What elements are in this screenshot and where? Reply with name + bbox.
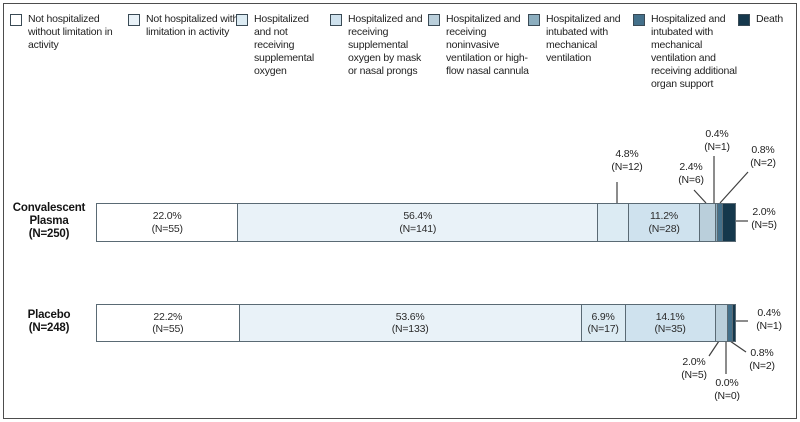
callout-label: 2.0% (N=5) — [732, 206, 796, 231]
bar-segment: 56.4% (N=141) — [237, 204, 598, 241]
callout-label: 0.8% (N=2) — [731, 144, 795, 169]
bar-segment — [714, 305, 728, 341]
legend-swatch-icon — [633, 14, 645, 26]
callout-count-label: (N=12) — [611, 160, 643, 173]
bar-segment — [714, 204, 718, 241]
callout-count-label: (N=1) — [756, 319, 782, 332]
legend-label: Hospitalized and intubated with mechanic… — [651, 13, 737, 90]
legend-label: Hospitalized and receiving supplemental … — [348, 13, 423, 77]
bar-segment: 11.2% (N=28) — [627, 204, 700, 241]
stacked-bar-plasma: 22.0% (N=55) 56.4% (N=141) 11.2% (N=28) — [96, 203, 736, 242]
callout-count-label: (N=2) — [750, 156, 776, 169]
legend-item-4: Hospitalized and receiving supplemental … — [330, 13, 432, 78]
legend-swatch-icon — [330, 14, 342, 26]
callout-label: 0.0% (N=0) — [695, 377, 759, 402]
legend-label: Not hospitalized with limitation in acti… — [146, 13, 239, 38]
callout-count-label: (N=5) — [681, 368, 707, 381]
legend-item-1: Not hospitalized without limitation in a… — [10, 13, 124, 52]
legend-swatch-icon — [236, 14, 248, 26]
segment-pct-label: 22.2% — [153, 310, 183, 323]
callout-label: 4.8% (N=12) — [595, 148, 659, 173]
legend-label: Not hospitalized without limitation in a… — [28, 13, 113, 51]
callout-pct-label: 0.8% — [750, 347, 774, 359]
callout-count-label: (N=0) — [714, 389, 740, 402]
bar-segment: 22.2% (N=55) — [97, 305, 239, 341]
bar-segment: 14.1% (N=35) — [624, 305, 715, 341]
segment-count-label: (N=55) — [152, 323, 184, 335]
legend-label: Hospitalized and not receiving supplemen… — [254, 13, 315, 77]
legend-label: Hospitalized and intubated with mechanic… — [546, 13, 621, 64]
legend-item-8: Death — [738, 13, 800, 26]
legend-item-2: Not hospitalized with limitation in acti… — [128, 13, 242, 39]
segment-pct-label: 14.1% — [655, 310, 685, 323]
callout-count-label: (N=5) — [751, 218, 777, 231]
segment-pct-label: 6.9% — [591, 310, 615, 323]
callout-label: 0.4% (N=1) — [685, 128, 749, 153]
bar-segment — [732, 305, 735, 341]
legend-swatch-icon — [528, 14, 540, 26]
segment-pct-label: 22.0% — [152, 210, 182, 222]
callout-pct-label: 2.0% — [752, 206, 776, 218]
callout-label: 0.8% (N=2) — [730, 347, 794, 372]
callout-label: 2.4% (N=6) — [659, 161, 723, 186]
stacked-bar-placebo: 22.2% (N=55) 53.6% (N=133) 6.9% (N=17) 14.1% (N… — [96, 304, 736, 342]
legend-swatch-icon — [428, 14, 440, 26]
callout-count-label: (N=6) — [678, 173, 704, 186]
callout-pct-label: 4.8% — [615, 148, 639, 160]
legend-swatch-icon — [738, 14, 750, 26]
figure-border — [3, 3, 797, 419]
segment-pct-label: 56.4% — [403, 210, 433, 222]
legend-label: Hospitalized and receiving noninvasive v… — [446, 13, 529, 77]
row-label-plasma: Convalescent Plasma (N=250) — [12, 202, 86, 240]
segment-count-label: (N=28) — [648, 222, 680, 235]
callout-label: 2.0% (N=5) — [662, 356, 726, 381]
bar-segment: 22.0% (N=55) — [97, 204, 238, 241]
segment-count-label: (N=35) — [654, 323, 686, 335]
callout-pct-label: 2.4% — [679, 161, 703, 173]
segment-count-label: (N=55) — [151, 222, 183, 235]
callout-pct-label: 0.0% — [715, 377, 739, 389]
segment-pct-label: 11.2% — [650, 210, 679, 222]
bar-segment — [727, 305, 733, 341]
callout-count-label: (N=1) — [704, 140, 730, 153]
bar-segment — [699, 204, 715, 241]
bar-segment: 6.9% (N=17) — [580, 305, 625, 341]
callout-label: 0.4% (N=1) — [737, 307, 800, 332]
legend-item-3: Hospitalized and not receiving supplemen… — [236, 13, 324, 78]
legend-label: Death — [756, 13, 784, 25]
legend-item-7: Hospitalized and intubated with mechanic… — [633, 13, 739, 91]
callout-count-label: (N=2) — [749, 359, 775, 372]
legend-item-5: Hospitalized and receiving noninvasive v… — [428, 13, 530, 78]
segment-count-label: (N=17) — [587, 323, 619, 335]
segment-pct-label: 53.6% — [395, 310, 425, 323]
legend-swatch-icon — [10, 14, 22, 26]
segment-count-label: (N=141) — [399, 222, 437, 235]
bar-segment — [722, 204, 735, 241]
legend-item-6: Hospitalized and intubated with mechanic… — [528, 13, 634, 65]
segment-count-label: (N=133) — [391, 323, 429, 335]
legend-swatch-icon — [128, 14, 140, 26]
bar-segment — [717, 204, 723, 241]
callout-pct-label: 2.0% — [682, 356, 706, 368]
callout-pct-label: 0.4% — [757, 307, 781, 319]
bar-segment: 53.6% (N=133) — [238, 305, 581, 341]
callout-pct-label: 0.4% — [705, 128, 729, 140]
row-label-placebo: Placebo (N=248) — [27, 309, 71, 334]
bar-segment — [597, 204, 628, 241]
callout-pct-label: 0.8% — [751, 144, 775, 156]
